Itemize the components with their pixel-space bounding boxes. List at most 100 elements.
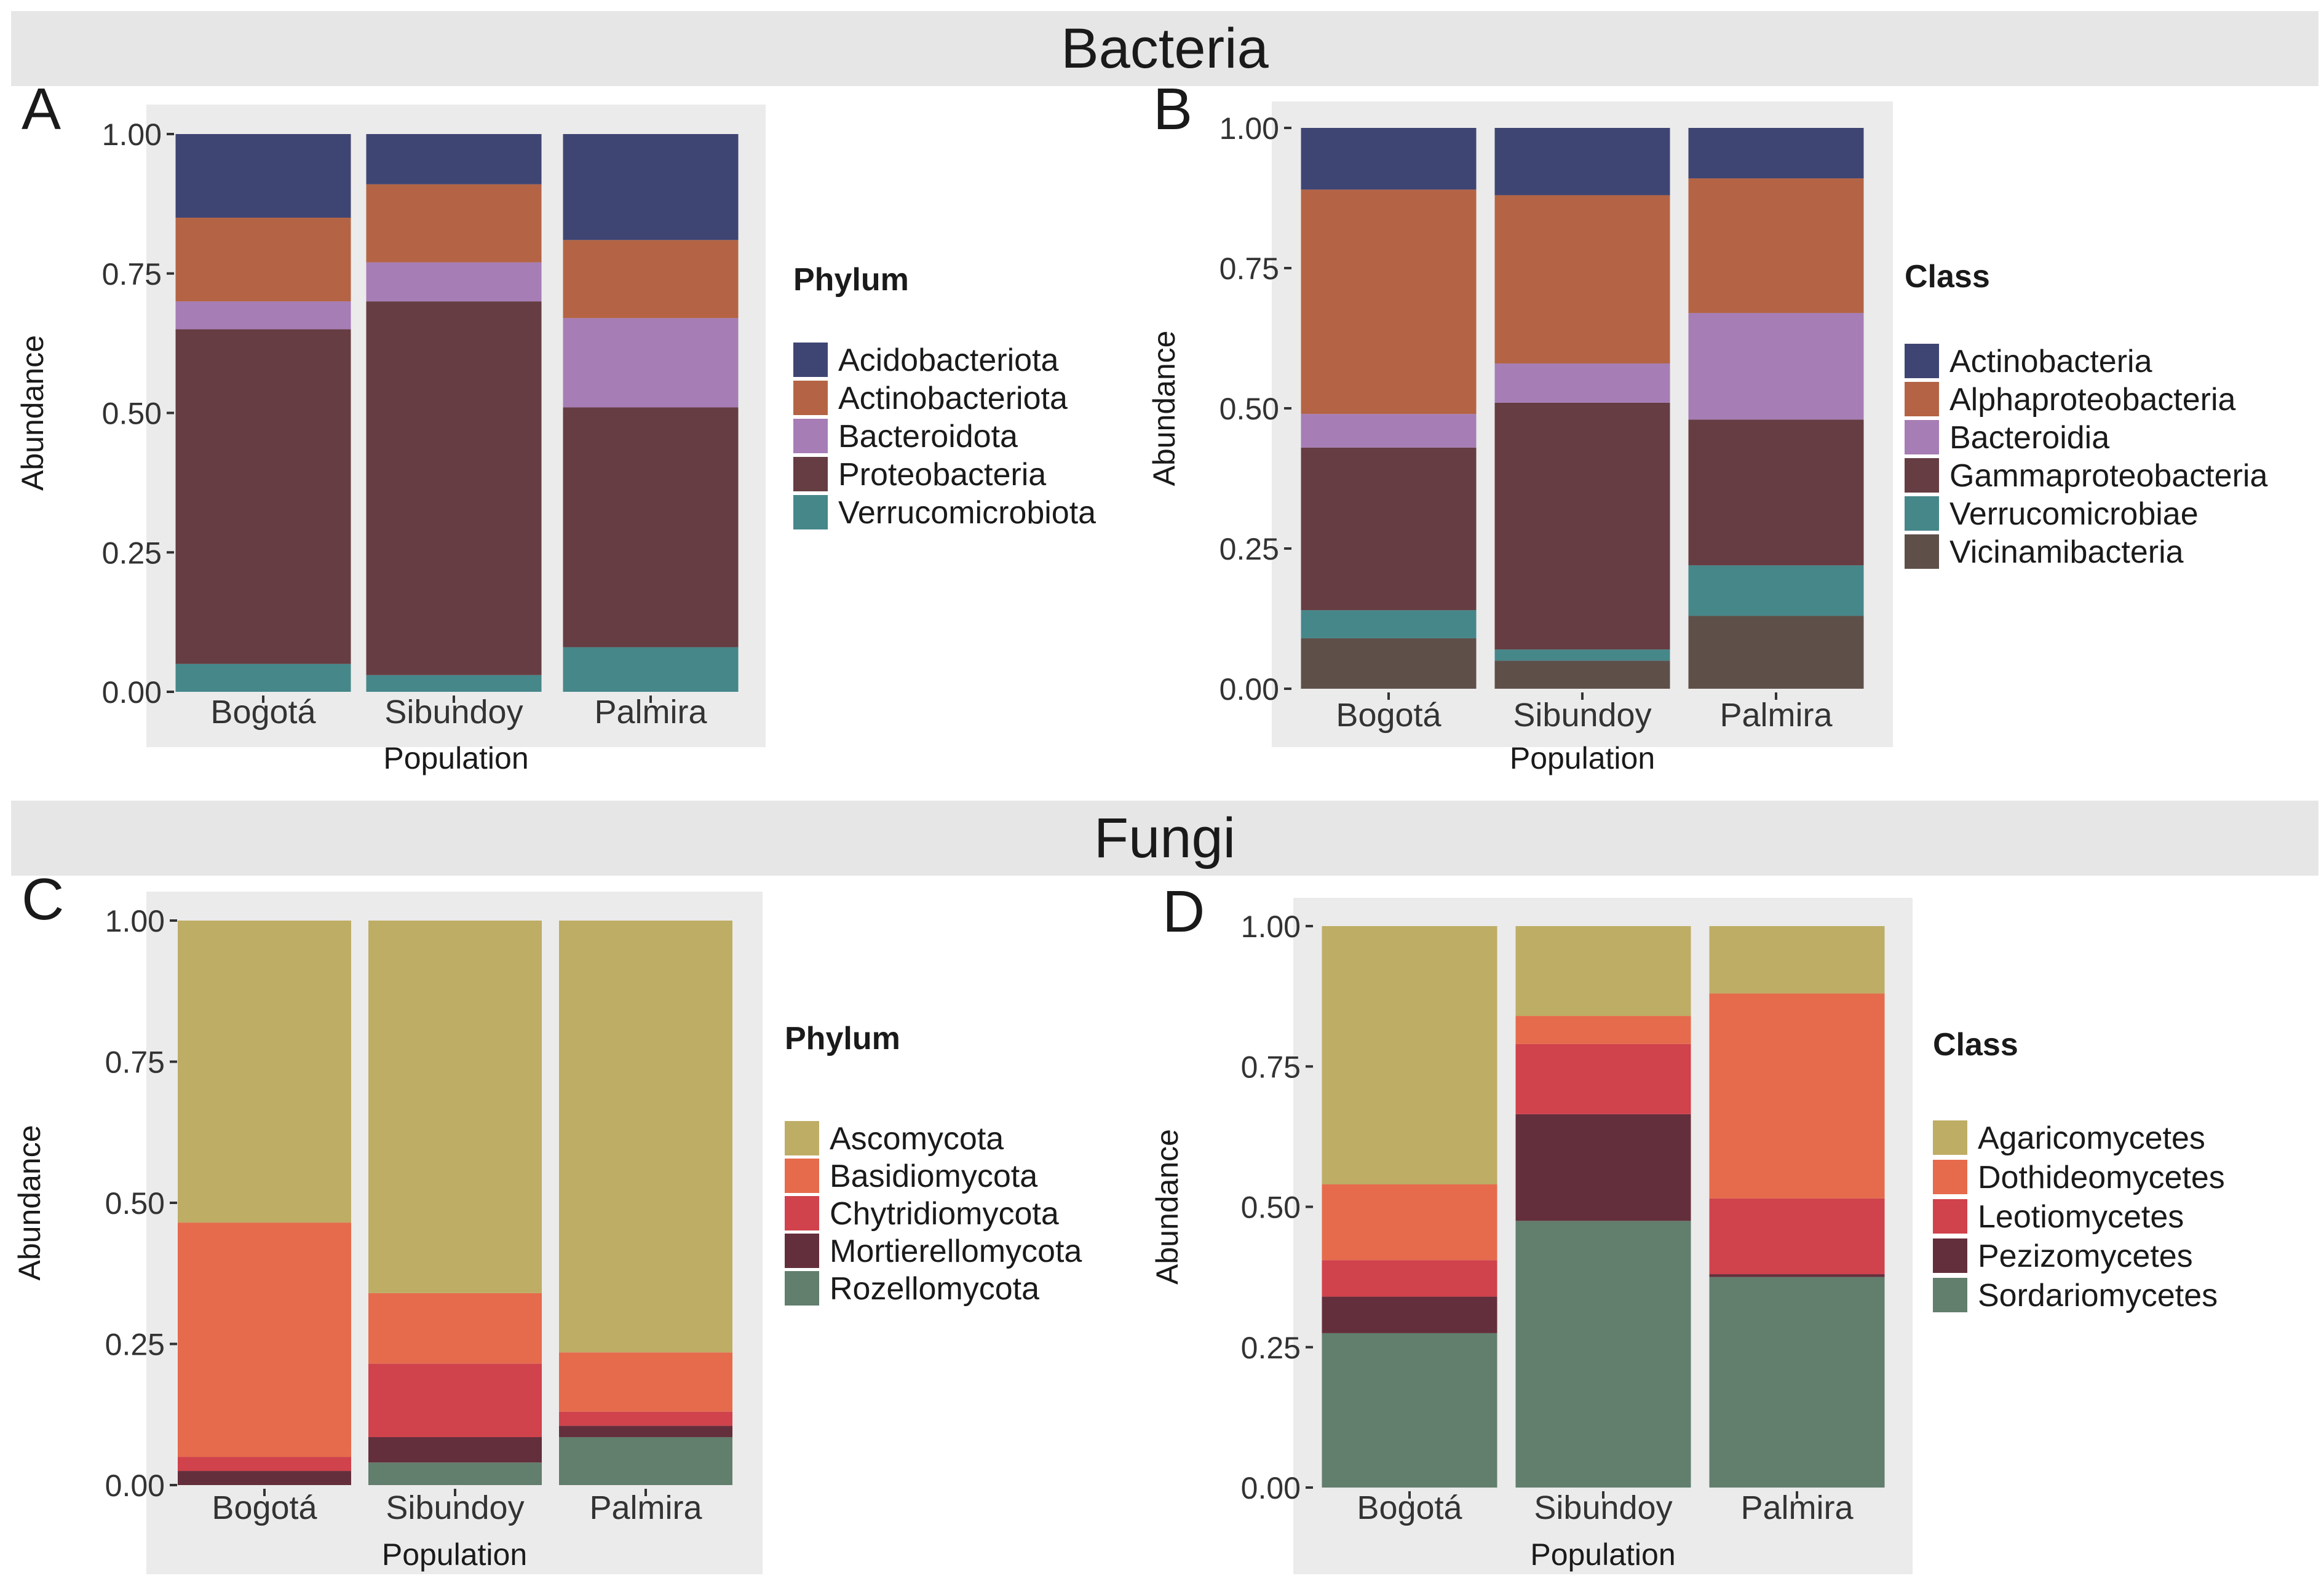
y-tick-label-b: 1.00 [1220, 111, 1279, 146]
y-axis-title-c: Abundance [12, 1125, 47, 1280]
y-axis-title-b: Abundance [1147, 330, 1181, 486]
x-axis-title-b: Population [1510, 741, 1655, 775]
y-tick-label-c: 0.25 [105, 1328, 165, 1362]
legend-swatch-d [1933, 1199, 1967, 1234]
legend-swatch-b [1905, 496, 1939, 531]
legend-label-b: Alphaproteobacteria [1949, 382, 2236, 418]
bar-segment-b [1688, 312, 1864, 420]
legend-swatch-c [785, 1159, 819, 1193]
bar-segment-c [178, 1471, 351, 1485]
y-axis-title-d: Abundance [1150, 1129, 1184, 1285]
bar-segment-d [1322, 926, 1497, 1184]
legend-label-a: Proteobacteria [838, 457, 1046, 493]
y-tick-label-d: 0.00 [1241, 1471, 1301, 1505]
bar-segment-b [1301, 447, 1477, 611]
legend-label-a: Actinobacteriota [838, 381, 1068, 416]
bar-segment-a [563, 318, 739, 408]
bar-segment-d [1322, 1333, 1497, 1488]
x-tick-label-a: Palmira [594, 694, 707, 731]
x-tick-label-c: Palmira [589, 1489, 702, 1526]
legend-swatch-c [785, 1196, 819, 1230]
legend-swatch-d [1933, 1160, 1967, 1194]
bar-segment-b [1688, 419, 1864, 566]
legend-title-a: Phylum [793, 262, 909, 298]
y-axis-title-a: Abundance [15, 335, 50, 491]
bar-segment-d [1322, 1296, 1497, 1333]
y-tick-label-a: 1.00 [102, 117, 162, 152]
bar-segment-b [1301, 189, 1477, 414]
legend-label-c: Ascomycota [830, 1121, 1004, 1157]
y-tick-label-a: 0.50 [102, 397, 162, 431]
bar-segment-a [175, 329, 351, 664]
y-tick-label-b: 0.50 [1220, 392, 1279, 426]
y-tick-label-b: 0.75 [1220, 252, 1279, 286]
x-tick-label-a: Sibundoy [384, 694, 523, 731]
x-tick-label-c: Bogotá [212, 1489, 317, 1526]
bar-segment-c [178, 921, 351, 1223]
legend-label-b: Verrucomicrobiae [1949, 496, 2199, 532]
x-tick-label-d: Sibundoy [1534, 1489, 1672, 1526]
legend-label-b: Vicinamibacteria [1949, 534, 2184, 570]
legend-label-c: Rozellomycota [830, 1271, 1039, 1307]
bar-segment-c [559, 1411, 732, 1426]
legend-swatch-b [1905, 534, 1939, 569]
x-axis-title-d: Population [1530, 1537, 1675, 1572]
bar-segment-c [178, 1222, 351, 1457]
bar-segment-b [1494, 402, 1670, 650]
legend-title-d: Class [1933, 1027, 2018, 1063]
bar-segment-a [175, 218, 351, 302]
fungi-strip-title: Fungi [1093, 806, 1236, 870]
bar-segment-a [563, 407, 739, 648]
y-tick-label-d: 0.50 [1241, 1191, 1301, 1225]
y-tick-label-a: 0.25 [102, 536, 162, 570]
legend-label-d: Leotiomycetes [1978, 1199, 2184, 1235]
x-tick-label-b: Palmira [1719, 697, 1833, 734]
bar-segment-a [366, 262, 542, 302]
bacteria-strip-title: Bacteria [1061, 17, 1269, 80]
bar-segment-b [1494, 660, 1670, 689]
bar-segment-b [1301, 414, 1477, 448]
bar-segment-c [559, 1352, 732, 1412]
y-tick-label-c: 0.00 [105, 1468, 165, 1503]
bar-segment-c [559, 1436, 732, 1485]
bar-segment-d [1709, 1274, 1885, 1277]
legend-label-a: Bacteroidota [838, 419, 1018, 454]
legend-swatch-a [793, 419, 828, 453]
panel-label-c: C [22, 866, 64, 932]
legend-swatch-b [1905, 382, 1939, 416]
legend-swatch-b [1905, 420, 1939, 454]
legend-label-d: Agaricomycetes [1978, 1120, 2205, 1156]
bar-segment-a [175, 134, 351, 218]
legend-title-b: Class [1905, 259, 1990, 295]
legend-swatch-d [1933, 1238, 1967, 1273]
x-axis-title-a: Population [383, 741, 528, 775]
bar-segment-c [368, 1436, 542, 1463]
y-tick-label-d: 0.25 [1241, 1331, 1301, 1365]
bar-segment-b [1494, 128, 1670, 196]
bar-segment-b [1301, 128, 1477, 190]
legend-swatch-c [785, 1234, 819, 1268]
bar-segment-b [1301, 610, 1477, 638]
legend-swatch-a [793, 457, 828, 491]
bar-segment-a [175, 301, 351, 330]
bar-segment-c [368, 1462, 542, 1485]
legend-label-d: Sordariomycetes [1978, 1278, 2218, 1314]
bar-segment-c [368, 1363, 542, 1437]
y-tick-label-d: 1.00 [1241, 909, 1301, 944]
bar-segment-d [1515, 1114, 1691, 1221]
bar-segment-d [1515, 1044, 1691, 1114]
legend-swatch-a [793, 495, 828, 529]
legend-label-b: Gammaproteobacteria [1949, 458, 2267, 494]
y-tick-label-b: 0.00 [1220, 672, 1279, 707]
y-tick-label-c: 0.75 [105, 1045, 165, 1080]
legend-label-b: Actinobacteria [1949, 344, 2152, 379]
bar-segment-b [1494, 195, 1670, 364]
legend-label-a: Verrucomicrobiota [838, 495, 1096, 531]
bar-segment-c [368, 1293, 542, 1364]
legend-label-d: Dothideomycetes [1978, 1160, 2225, 1195]
panel-label-a: A [22, 76, 61, 142]
bacteria-strip: Bacteria [11, 11, 2318, 86]
bar-segment-b [1688, 616, 1864, 689]
y-tick-label-c: 0.50 [105, 1186, 165, 1221]
bar-segment-c [368, 921, 542, 1293]
